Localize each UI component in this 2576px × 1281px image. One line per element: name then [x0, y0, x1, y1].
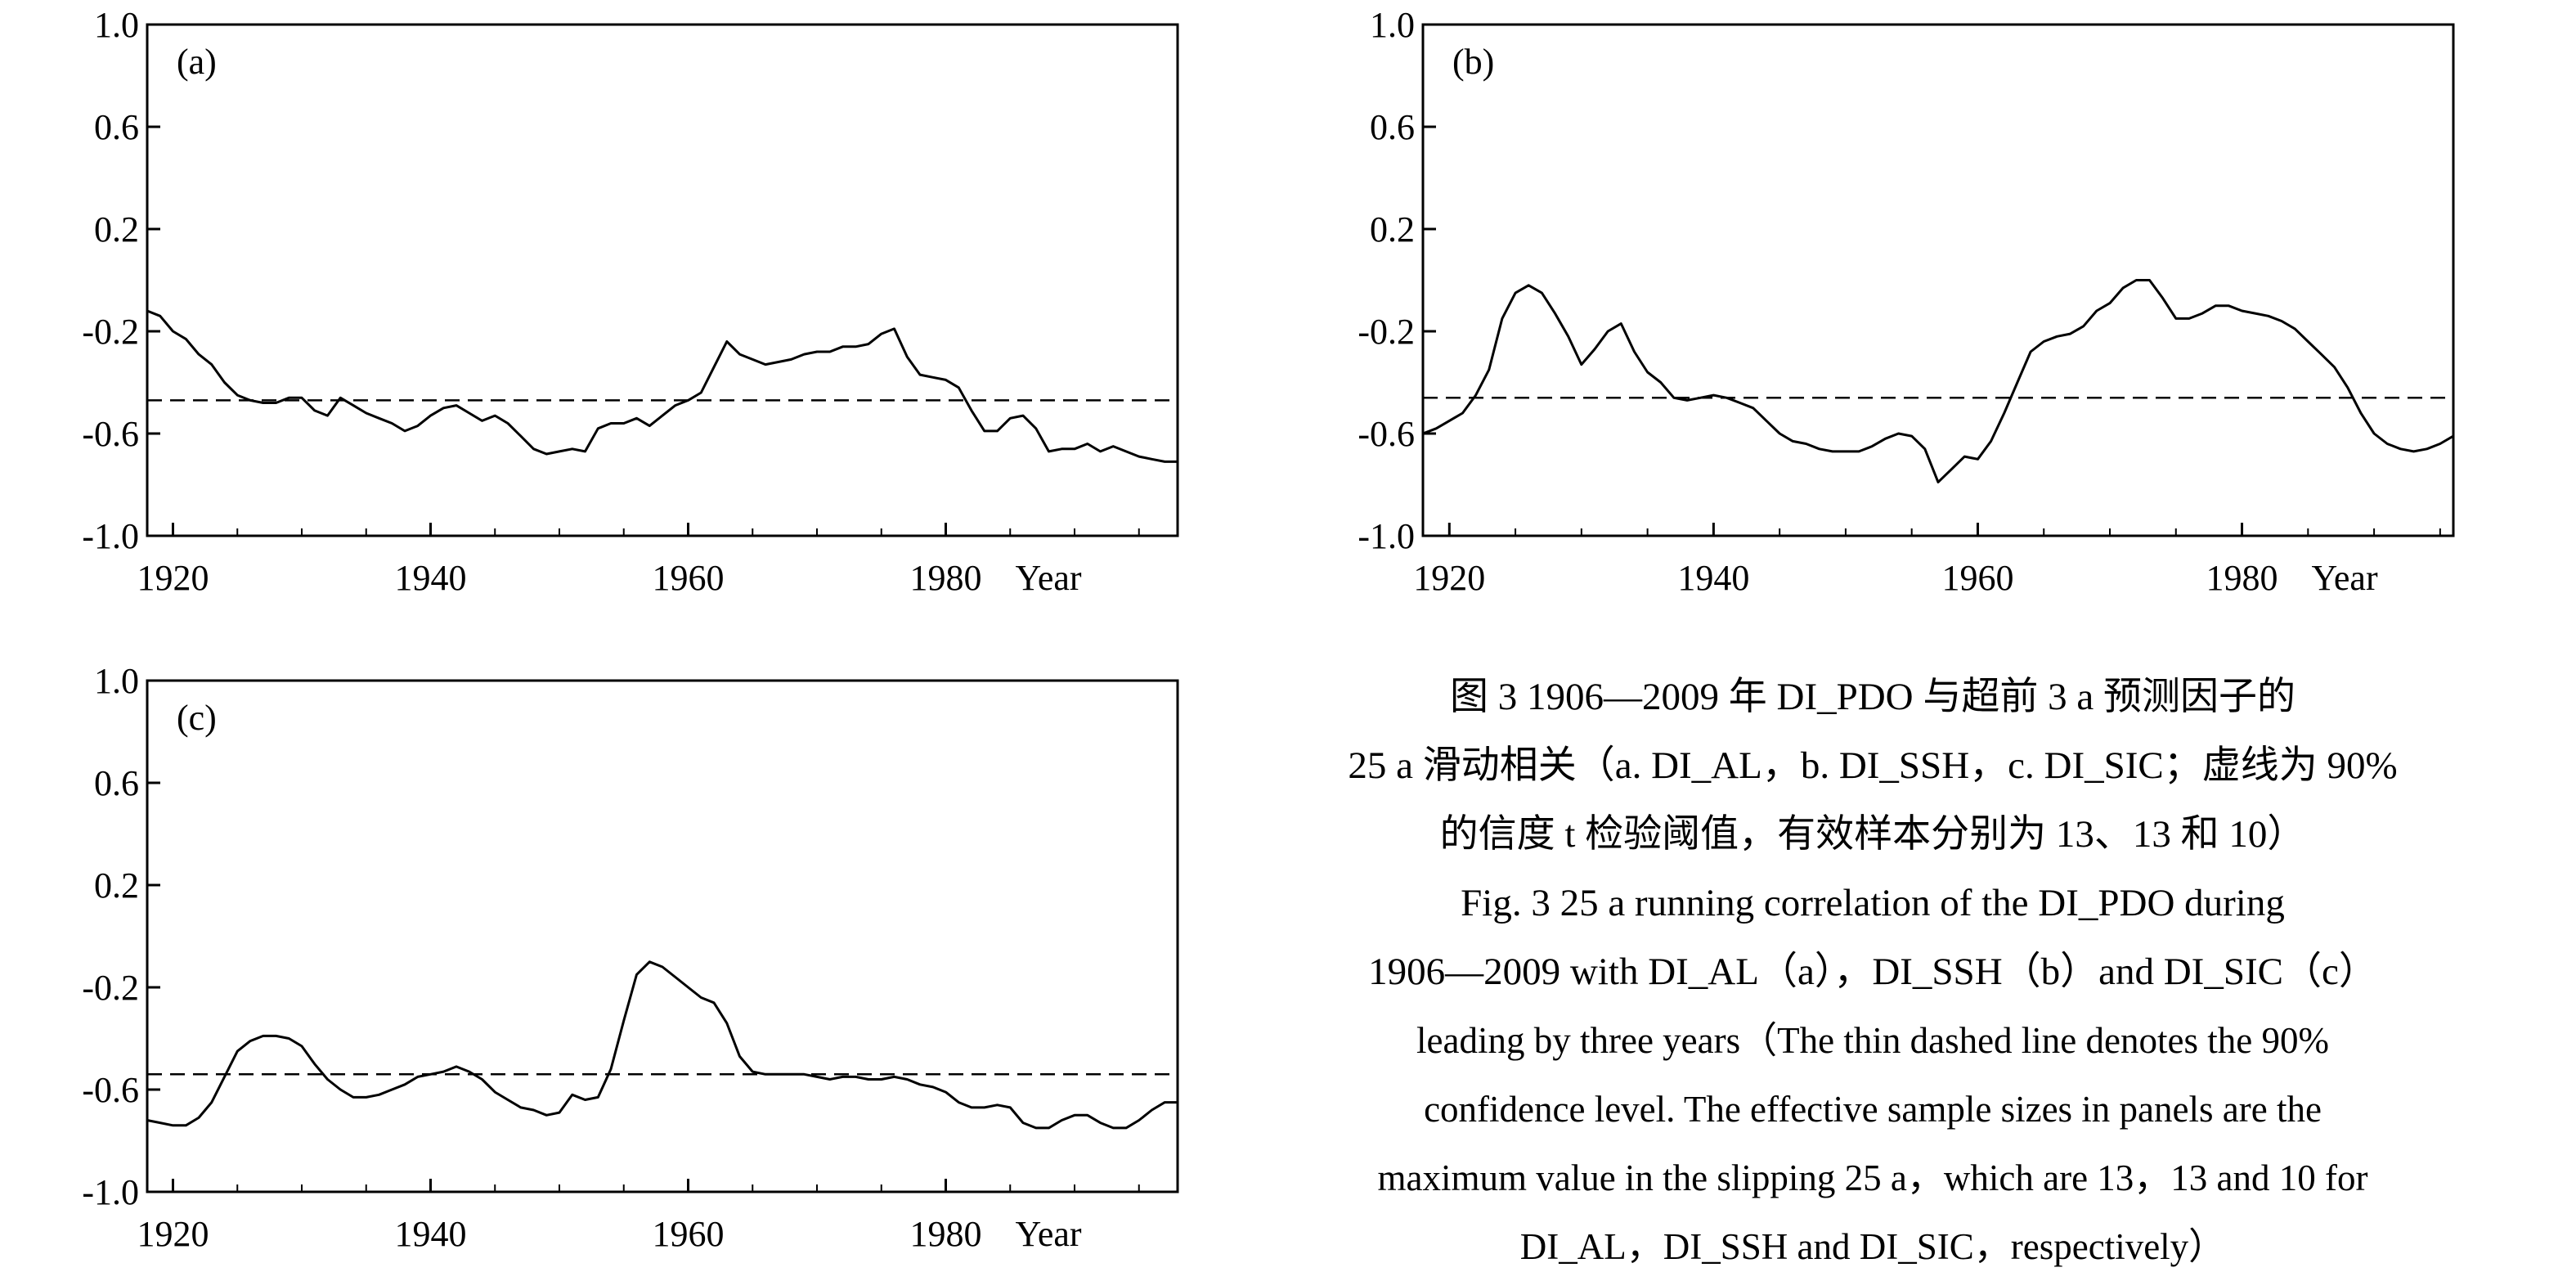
caption-en-line-2: 1906—2009 with DI_AL（a），DI_SSH（b）and DI_…: [1368, 951, 2377, 993]
x-tick-label-b: 1980: [2206, 558, 2278, 598]
caption-zh-line-2: 25 a 滑动相关（a. DI_AL，b. DI_SSH，c. DI_SIC；虚…: [1348, 744, 2398, 787]
y-tick-label-a: 0.2: [94, 209, 139, 249]
y-tick-label-c: 0.6: [94, 763, 139, 803]
plot-frame-b: [1421, 23, 2455, 537]
y-tick-label-a: 1.0: [94, 5, 139, 45]
series-line-b: [1422, 279, 2454, 483]
x-tick-label-a: 1980: [910, 558, 982, 598]
x-tick-label-c: 1960: [653, 1214, 725, 1254]
y-tick-label-a: 0.6: [94, 107, 139, 147]
y-tick-label-b: 0.6: [1370, 107, 1415, 147]
x-tick-label-a: 1940: [395, 558, 467, 598]
y-tick-label-c: -0.2: [82, 968, 139, 1008]
panel-label-a: (a): [177, 42, 217, 82]
panel-label-b: (b): [1452, 42, 1494, 82]
y-tick-label-c: -0.6: [82, 1070, 139, 1110]
x-tick-label-b: 1960: [1941, 558, 2013, 598]
series-line-c: [146, 960, 1178, 1130]
x-tick-label-b: 1940: [1677, 558, 1749, 598]
figure-caption: 图 3 1906—2009 年 DI_PDO 与超前 3 a 预测因子的 25 …: [1178, 663, 2568, 1281]
caption-en-line-6: DI_AL，DI_SSH and DI_SIC，respectively）: [1519, 1226, 2226, 1267]
x-axis-title-a: Year: [1016, 558, 1082, 598]
panel-label-c: (c): [177, 698, 217, 738]
x-tick-label-b: 1920: [1413, 558, 1485, 598]
caption-en-line-4: confidence level. The effective sample s…: [1424, 1089, 2322, 1130]
x-tick-label-c: 1920: [137, 1214, 209, 1254]
y-tick-label-c: -1.0: [82, 1172, 139, 1212]
y-tick-label-b: 0.2: [1370, 209, 1415, 249]
caption-zh-line-3: 的信度 t 检验阈值，有效样本分别为 13、13 和 10）: [1439, 813, 2306, 856]
caption-en-line-3: leading by three years（The thin dashed l…: [1416, 1020, 2329, 1061]
x-tick-label-c: 1980: [910, 1214, 982, 1254]
y-tick-label-a: -0.2: [82, 312, 139, 352]
y-tick-label-a: -1.0: [82, 516, 139, 556]
y-tick-label-a: -0.6: [82, 414, 139, 454]
x-tick-label-a: 1960: [653, 558, 725, 598]
plot-frame-a: [146, 23, 1179, 537]
x-axis-title-c: Year: [1016, 1214, 1082, 1254]
caption-en-line-5: maximum value in the slipping 25 a，which…: [1377, 1157, 2368, 1198]
y-tick-label-b: 1.0: [1370, 5, 1415, 45]
y-tick-label-b: -1.0: [1358, 516, 1415, 556]
x-axis-title-b: Year: [2312, 558, 2378, 598]
y-tick-label-b: -0.6: [1358, 414, 1415, 454]
series-line-a: [146, 309, 1178, 463]
caption-zh-line-1: 图 3 1906—2009 年 DI_PDO 与超前 3 a 预测因子的: [1450, 676, 2296, 718]
x-tick-label-a: 1920: [137, 558, 209, 598]
y-tick-label-c: 1.0: [94, 661, 139, 701]
plot-frame-c: [146, 679, 1179, 1193]
caption-en-line-1: Fig. 3 25 a running correlation of the D…: [1461, 882, 2285, 924]
x-tick-label-c: 1940: [395, 1214, 467, 1254]
y-tick-label-c: 0.2: [94, 865, 139, 906]
y-tick-label-b: -0.2: [1358, 312, 1415, 352]
